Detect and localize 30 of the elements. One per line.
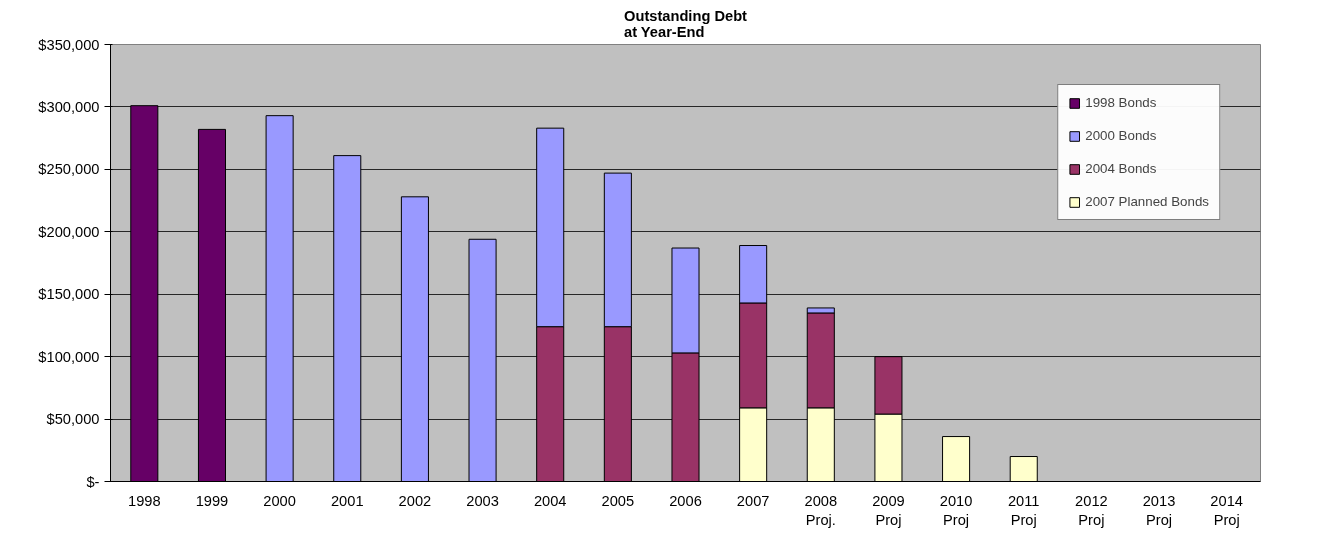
legend-label: 2000 Bonds bbox=[1085, 128, 1157, 143]
x-tick-label: 1998 bbox=[128, 492, 161, 509]
legend-label: 1998 Bonds bbox=[1085, 95, 1157, 110]
x-tick-label: 2001 bbox=[330, 492, 364, 509]
x-tick-label: 2002 bbox=[398, 492, 432, 509]
x-tick-label: 2014 Proj bbox=[1210, 492, 1243, 528]
y-tick-label: $50,000 bbox=[46, 411, 100, 428]
y-tick-label: $350,000 bbox=[38, 36, 100, 53]
x-tick-label: 2006 bbox=[669, 492, 702, 509]
x-tick-label: 2003 bbox=[466, 492, 499, 509]
x-tick-label: 2005 bbox=[601, 492, 635, 509]
x-tick-label: 2008 Proj. bbox=[804, 492, 838, 528]
x-tick-label: 2012 Proj bbox=[1075, 492, 1108, 528]
y-tick-label: $300,000 bbox=[38, 98, 100, 115]
chart-title: Outstanding Debt at Year-End bbox=[624, 7, 748, 40]
y-tick-label: $250,000 bbox=[38, 161, 100, 178]
x-tick-label: 2013 Proj bbox=[1142, 492, 1176, 528]
y-tick-label: $150,000 bbox=[38, 286, 100, 303]
x-tick-label: 2007 bbox=[736, 492, 770, 509]
y-tick-label: $- bbox=[86, 473, 100, 490]
x-tick-label: 2004 bbox=[533, 492, 567, 509]
x-tick-label: 2010 Proj bbox=[939, 492, 973, 528]
x-tick-label: 2000 bbox=[263, 492, 296, 509]
y-tick-label: $100,000 bbox=[38, 348, 100, 365]
legend-label: 2004 Bonds bbox=[1085, 161, 1157, 176]
legend-label: 2007 Planned Bonds bbox=[1085, 194, 1209, 209]
x-tick-label: 2011 Proj bbox=[1007, 492, 1040, 528]
x-tick-label: 1999 bbox=[195, 492, 229, 509]
x-tick-label: 2009 Proj bbox=[872, 492, 905, 528]
y-tick-label: $200,000 bbox=[38, 223, 100, 240]
